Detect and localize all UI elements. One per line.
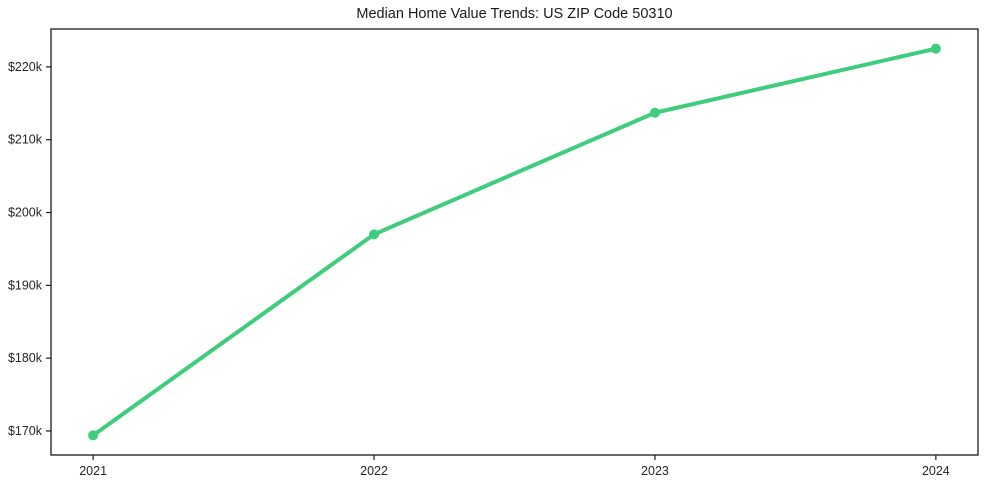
x-tick-label: 2024 [922, 464, 950, 478]
trend-line [91, 46, 938, 438]
y-tick-label: $180k [8, 351, 43, 365]
y-tick-label: $210k [8, 133, 43, 147]
x-tick-label: 2022 [360, 464, 388, 478]
data-point-marker [930, 43, 941, 54]
y-tick-label: $190k [8, 278, 43, 292]
y-tick-label: $200k [8, 206, 43, 220]
data-point-marker [649, 107, 660, 118]
plot-border [50, 28, 979, 456]
y-tick-label: $170k [8, 424, 43, 438]
x-tick-label: 2023 [641, 464, 669, 478]
x-tick-label: 2021 [79, 464, 107, 478]
y-tick-label: $220k [8, 60, 43, 74]
chart-title: Median Home Value Trends: US ZIP Code 50… [356, 6, 673, 22]
data-point-marker [369, 229, 380, 240]
data-point-marker [88, 430, 99, 441]
